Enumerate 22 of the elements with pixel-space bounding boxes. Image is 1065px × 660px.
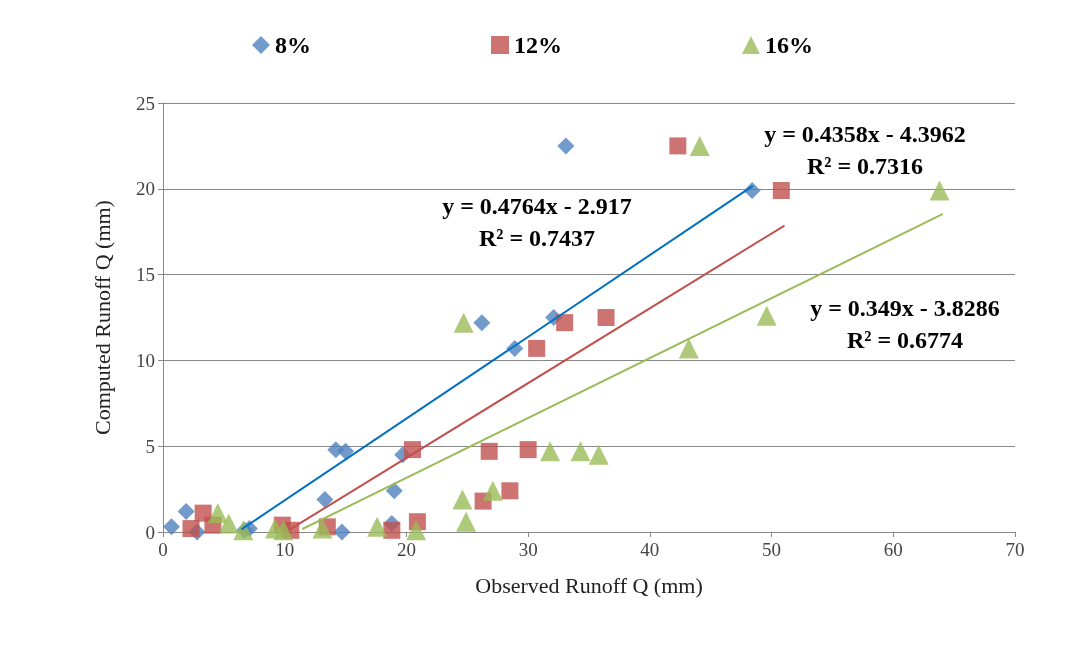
y-tick-label: 5 [145, 435, 155, 457]
annotation: y = 0.4764x - 2.917 R² = 0.7437 [442, 193, 632, 251]
legend-label: 16% [765, 32, 813, 58]
x-tick-label: 30 [518, 539, 538, 560]
y-tick-label: 0 [145, 521, 155, 543]
x-tick-label: 20 [396, 539, 416, 560]
x-tick-label: 0 [158, 539, 168, 560]
annotation: y = 0.4358x - 4.3962 R² = 0.7316 [764, 121, 966, 179]
y-tick-label: 10 [136, 349, 155, 371]
legend-label: 8% [275, 32, 311, 58]
x-axis-title: Observed Runoff Q (mm) [475, 572, 703, 598]
x-tick-label: 10 [275, 539, 295, 560]
x-tick-label: 60 [883, 539, 903, 560]
y-tick-label: 25 [136, 92, 155, 114]
annotation: y = 0.349x - 3.8286 R² = 0.6774 [810, 295, 1000, 353]
x-tick-label: 50 [762, 539, 782, 560]
y-axis-title: Computed Runoff Q (mm) [89, 200, 115, 435]
legend-label: 12% [514, 32, 562, 58]
x-tick-label: 70 [1005, 539, 1025, 560]
y-tick-label: 15 [136, 264, 155, 286]
x-tick-label: 40 [640, 539, 660, 560]
y-tick-label: 20 [136, 178, 155, 200]
